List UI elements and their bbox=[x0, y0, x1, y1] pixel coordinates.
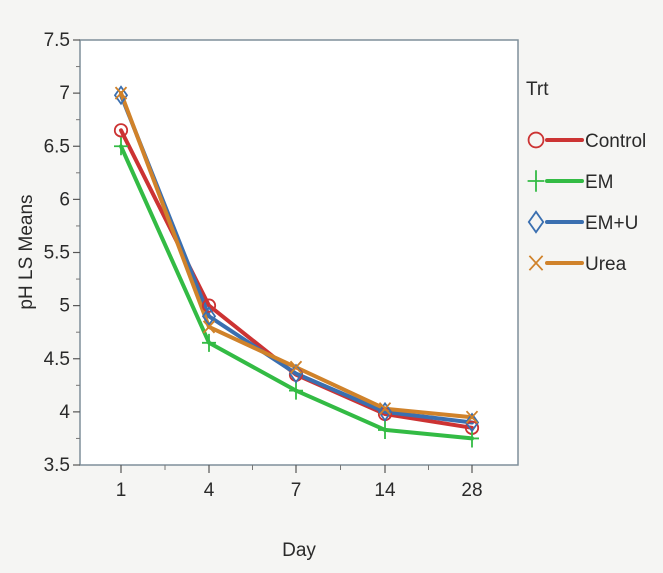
data-point bbox=[201, 306, 217, 327]
series-line-em-u bbox=[119, 93, 474, 425]
plot-frame bbox=[79, 39, 519, 466]
data-point bbox=[464, 412, 480, 433]
x-tick-label: 4 bbox=[204, 480, 215, 501]
legend-label: EM+U bbox=[585, 213, 638, 234]
x-axis: 1 4 7 14 28 bbox=[116, 465, 483, 501]
y-tick-label: 7.5 bbox=[44, 30, 70, 51]
data-point bbox=[113, 123, 129, 138]
y-axis-label: pH LS Means bbox=[16, 194, 37, 309]
legend-label: Control bbox=[585, 131, 646, 152]
legend-label: EM bbox=[585, 172, 614, 193]
y-tick-label: 3.5 bbox=[44, 455, 70, 476]
legend-title: Trt bbox=[526, 79, 549, 100]
data-point bbox=[114, 86, 128, 100]
data-point bbox=[528, 255, 544, 271]
x-axis-label: Day bbox=[282, 540, 316, 561]
y-tick-label: 5 bbox=[59, 296, 70, 317]
x-tick-label: 1 bbox=[116, 480, 127, 501]
data-point bbox=[289, 360, 303, 374]
data-point bbox=[113, 85, 129, 106]
legend-label: Urea bbox=[585, 254, 627, 275]
y-tick-label: 6 bbox=[59, 189, 70, 210]
series-markers bbox=[113, 85, 480, 448]
data-point bbox=[201, 298, 217, 313]
y-tick-label: 7 bbox=[59, 83, 70, 104]
data-point bbox=[527, 170, 545, 192]
legend: Control EM EM+U Urea bbox=[527, 131, 646, 275]
y-tick-label: 5.5 bbox=[44, 243, 70, 264]
data-point bbox=[378, 420, 392, 439]
data-point bbox=[289, 381, 303, 400]
data-point bbox=[377, 401, 393, 422]
x-tick-label: 7 bbox=[291, 480, 302, 501]
y-tick-label: 6.5 bbox=[44, 136, 70, 157]
x-tick-label: 14 bbox=[374, 480, 396, 501]
data-point bbox=[114, 137, 128, 156]
data-point bbox=[465, 410, 479, 424]
data-point bbox=[527, 210, 545, 234]
y-tick-label: 4 bbox=[59, 402, 70, 423]
y-tick-label: 4.5 bbox=[44, 349, 70, 370]
x-tick-label: 28 bbox=[461, 480, 482, 501]
y-axis: 3.5 4 4.5 5 5.5 6 6.5 7 7.5 bbox=[44, 30, 80, 476]
data-point bbox=[378, 402, 392, 416]
data-point bbox=[202, 333, 216, 352]
data-point bbox=[202, 320, 216, 334]
data-point bbox=[527, 131, 545, 149]
